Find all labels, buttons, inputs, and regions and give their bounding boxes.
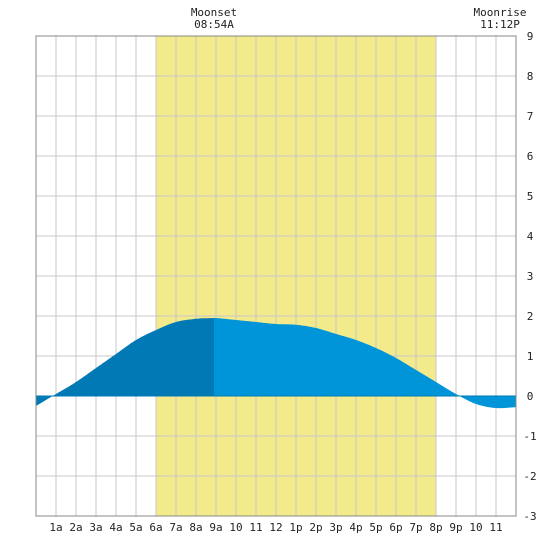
x-tick-label: 11 <box>489 521 502 534</box>
x-tick-label: 8p <box>429 521 442 534</box>
x-tick-label: 2a <box>69 521 82 534</box>
y-tick-label: 9 <box>527 30 534 43</box>
y-tick-label: 7 <box>527 110 534 123</box>
moonrise-time: 11:12P <box>480 18 520 31</box>
y-tick-label: 5 <box>527 190 534 203</box>
x-tick-label: 2p <box>309 521 322 534</box>
y-tick-label: 0 <box>527 390 534 403</box>
x-tick-label: 5a <box>129 521 142 534</box>
x-tick-label: 3p <box>329 521 342 534</box>
y-tick-label: 8 <box>527 70 534 83</box>
moonset-label: Moonset <box>191 6 237 19</box>
x-tick-label: 1a <box>49 521 62 534</box>
x-tick-label: 4a <box>109 521 122 534</box>
tide-area-after-moonset <box>214 318 516 409</box>
x-tick-label: 11 <box>249 521 262 534</box>
y-tick-label: 2 <box>527 310 534 323</box>
x-tick-label: 1p <box>289 521 302 534</box>
y-tick-label: -3 <box>523 510 536 523</box>
y-tick-label: -2 <box>523 470 536 483</box>
y-tick-label: 3 <box>527 270 534 283</box>
y-tick-label: 4 <box>527 230 534 243</box>
y-tick-label: 6 <box>527 150 534 163</box>
moonset-time: 08:54A <box>194 18 234 31</box>
plot-frame <box>35 35 517 517</box>
x-tick-label: 4p <box>349 521 362 534</box>
x-tick-label: 10 <box>229 521 242 534</box>
x-tick-label: 9p <box>449 521 462 534</box>
x-tick-label: 8a <box>189 521 202 534</box>
moonrise-label: Moonrise <box>474 6 527 19</box>
x-tick-label: 10 <box>469 521 482 534</box>
tide-area-before-moonset <box>36 318 214 406</box>
y-tick-label: 1 <box>527 350 534 363</box>
x-tick-label: 5p <box>369 521 382 534</box>
x-tick-label: 6a <box>149 521 162 534</box>
x-tick-label: 9a <box>209 521 222 534</box>
x-tick-label: 7a <box>169 521 182 534</box>
x-tick-label: 6p <box>389 521 402 534</box>
x-tick-label: 7p <box>409 521 422 534</box>
x-tick-label: 12 <box>269 521 282 534</box>
x-tick-label: 3a <box>89 521 102 534</box>
y-tick-label: -1 <box>523 430 536 443</box>
